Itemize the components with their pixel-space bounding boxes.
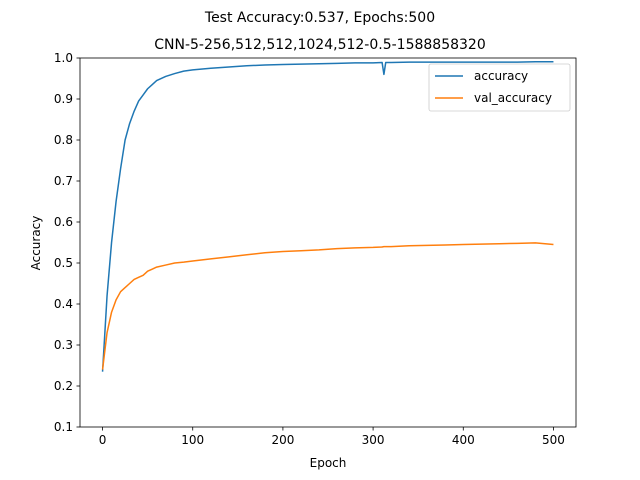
x-tick-label: 200 xyxy=(271,433,294,447)
x-tick-label: 300 xyxy=(362,433,385,447)
y-tick-label: 0.4 xyxy=(54,297,73,311)
series-line-val-accuracy xyxy=(101,242,554,370)
y-tick-label: 0.2 xyxy=(54,379,73,393)
legend-box xyxy=(428,63,571,112)
y-tick-label: 1.0 xyxy=(54,51,73,65)
y-tick-label: 0.6 xyxy=(54,215,73,229)
legend-label-val-accuracy: val_accuracy xyxy=(474,91,552,105)
x-tick-label: 100 xyxy=(181,433,204,447)
y-tick-label: 0.1 xyxy=(54,420,73,434)
y-axis-label: Accuracy xyxy=(29,216,43,271)
x-tick-label: 0 xyxy=(99,433,107,447)
x-tick-label: 400 xyxy=(452,433,475,447)
legend-label-accuracy: accuracy xyxy=(474,69,528,83)
series-line-accuracy xyxy=(101,60,554,372)
legend: accuracy val_accuracy xyxy=(428,63,571,112)
y-tick-label: 0.8 xyxy=(54,133,73,147)
y-tick-label: 0.5 xyxy=(54,256,73,270)
chart-title: Test Accuracy:0.537, Epochs:500 xyxy=(204,10,435,26)
plot-frame xyxy=(79,57,577,428)
y-tick-label: 0.3 xyxy=(54,338,73,352)
series-layer xyxy=(101,60,554,372)
axes-layer: 0 100 200 300 400 500 0.1 0.2 0.3 0.4 0.5 0.6 0.7 0.8… xyxy=(54,51,577,447)
x-axis-label: Epoch xyxy=(310,456,347,470)
y-tick-label: 0.9 xyxy=(54,92,73,106)
y-tick-label: 0.7 xyxy=(54,174,73,188)
chart-subtitle: CNN-5-256,512,512,1024,512-0.5-158885832… xyxy=(154,37,486,53)
x-tick-label: 500 xyxy=(542,433,565,447)
